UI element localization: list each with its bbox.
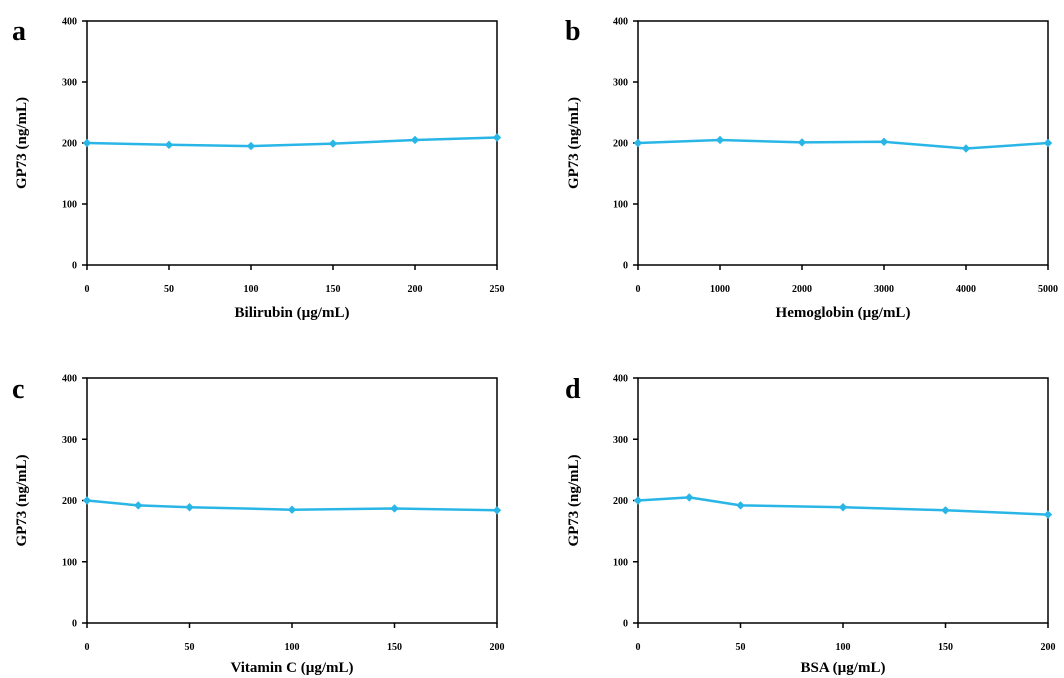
panel-letter: a (12, 16, 26, 47)
data-point (185, 503, 194, 512)
data-point (82, 138, 92, 148)
y-tick-label: 300 (613, 435, 628, 446)
y-tick-label: 200 (62, 139, 77, 150)
y-tick-label: 100 (613, 200, 628, 211)
y-tick-label: 0 (72, 619, 77, 630)
data-point (1043, 138, 1053, 148)
chart-panel-a: 0 100 200 300 400 0 50 100 150 200 250 Bilirubin (µ… (12, 16, 505, 321)
x-tick-label: 5000 (1038, 284, 1058, 295)
series-line (86, 136, 498, 148)
panel-letter: b (565, 16, 581, 47)
x-tick-label: 50 (736, 642, 746, 653)
data-point (736, 501, 745, 510)
data-point (838, 503, 848, 512)
y-tick-label: 100 (62, 200, 77, 211)
series-line (637, 496, 1049, 516)
y-tick-label: 0 (72, 261, 77, 272)
x-tick-label: 50 (164, 284, 174, 295)
x-axis-title: Hemoglobin (µg/mL) (776, 305, 911, 321)
y-axis-title: GP73 (ng/mL) (14, 97, 30, 189)
x-tick-label: 100 (836, 642, 851, 653)
data-point (492, 133, 502, 142)
y-tick-label: 300 (613, 78, 628, 89)
data-point (633, 496, 643, 505)
data-point (390, 504, 399, 513)
x-tick-label: 0 (85, 642, 90, 653)
panel-letter: c (12, 374, 24, 405)
chart-panel-c: 0 100 200 300 400 0 50 100 150 200 Vitamin C (µg/m… (12, 374, 505, 677)
y-tick-label: 0 (623, 619, 628, 630)
x-tick-label: 0 (636, 284, 641, 295)
x-tick-label: 1000 (710, 284, 730, 295)
x-tick-label: 100 (244, 284, 259, 295)
x-tick-label: 200 (408, 284, 423, 295)
data-point (492, 506, 502, 515)
data-point (961, 144, 971, 153)
x-tick-label: 0 (636, 642, 641, 653)
y-tick-label: 400 (613, 17, 628, 28)
x-tick-label: 2000 (792, 284, 812, 295)
plot-frame (637, 377, 1049, 624)
data-point (246, 141, 256, 151)
data-point (410, 135, 420, 145)
y-tick-label: 100 (613, 557, 628, 568)
y-axis-title: GP73 (ng/mL) (14, 454, 30, 546)
x-tick-label: 150 (938, 642, 953, 653)
y-tick-label: 200 (613, 496, 628, 507)
x-tick-label: 250 (490, 284, 505, 295)
y-tick-label: 300 (62, 78, 77, 89)
data-point (82, 496, 92, 505)
x-tick-label: 0 (85, 284, 90, 295)
y-tick-label: 400 (62, 17, 77, 28)
data-point (797, 138, 807, 147)
y-tick-label: 200 (62, 496, 77, 507)
x-tick-label: 50 (185, 642, 195, 653)
data-point (633, 138, 643, 148)
x-tick-label: 150 (326, 284, 341, 295)
data-point (685, 493, 694, 502)
series-line (86, 499, 498, 512)
x-tick-label: 200 (1041, 642, 1056, 653)
x-tick-label: 4000 (956, 284, 976, 295)
y-tick-label: 100 (62, 557, 77, 568)
x-axis-title: Vitamin C (µg/mL) (230, 660, 353, 676)
data-point (287, 505, 297, 514)
chart-panel-d: 0 100 200 300 400 0 50 100 150 200 BSA (µg/mL) GP73… (565, 374, 1056, 677)
y-tick-label: 200 (613, 139, 628, 150)
data-point (328, 139, 338, 148)
data-point (134, 501, 143, 510)
plot-frame (86, 377, 498, 624)
data-point (941, 506, 950, 515)
x-tick-label: 3000 (874, 284, 894, 295)
x-tick-label: 100 (285, 642, 300, 653)
panel-letter: d (565, 374, 581, 405)
x-tick-label: 200 (490, 642, 505, 653)
y-tick-label: 300 (62, 435, 77, 446)
data-point (1043, 510, 1053, 519)
x-axis-title: BSA (µg/mL) (801, 660, 886, 676)
x-tick-label: 150 (387, 642, 402, 653)
series-line (637, 138, 1049, 150)
data-point (164, 140, 174, 150)
y-tick-label: 400 (62, 374, 77, 385)
y-axis-title: GP73 (ng/mL) (566, 97, 582, 189)
y-tick-label: 400 (613, 374, 628, 385)
data-point (879, 137, 889, 146)
data-point (715, 135, 725, 145)
plot-frame (86, 20, 498, 266)
y-axis-title: GP73 (ng/mL) (566, 454, 582, 546)
y-tick-label: 0 (623, 261, 628, 272)
x-axis-title: Bilirubin (µg/mL) (235, 305, 350, 321)
